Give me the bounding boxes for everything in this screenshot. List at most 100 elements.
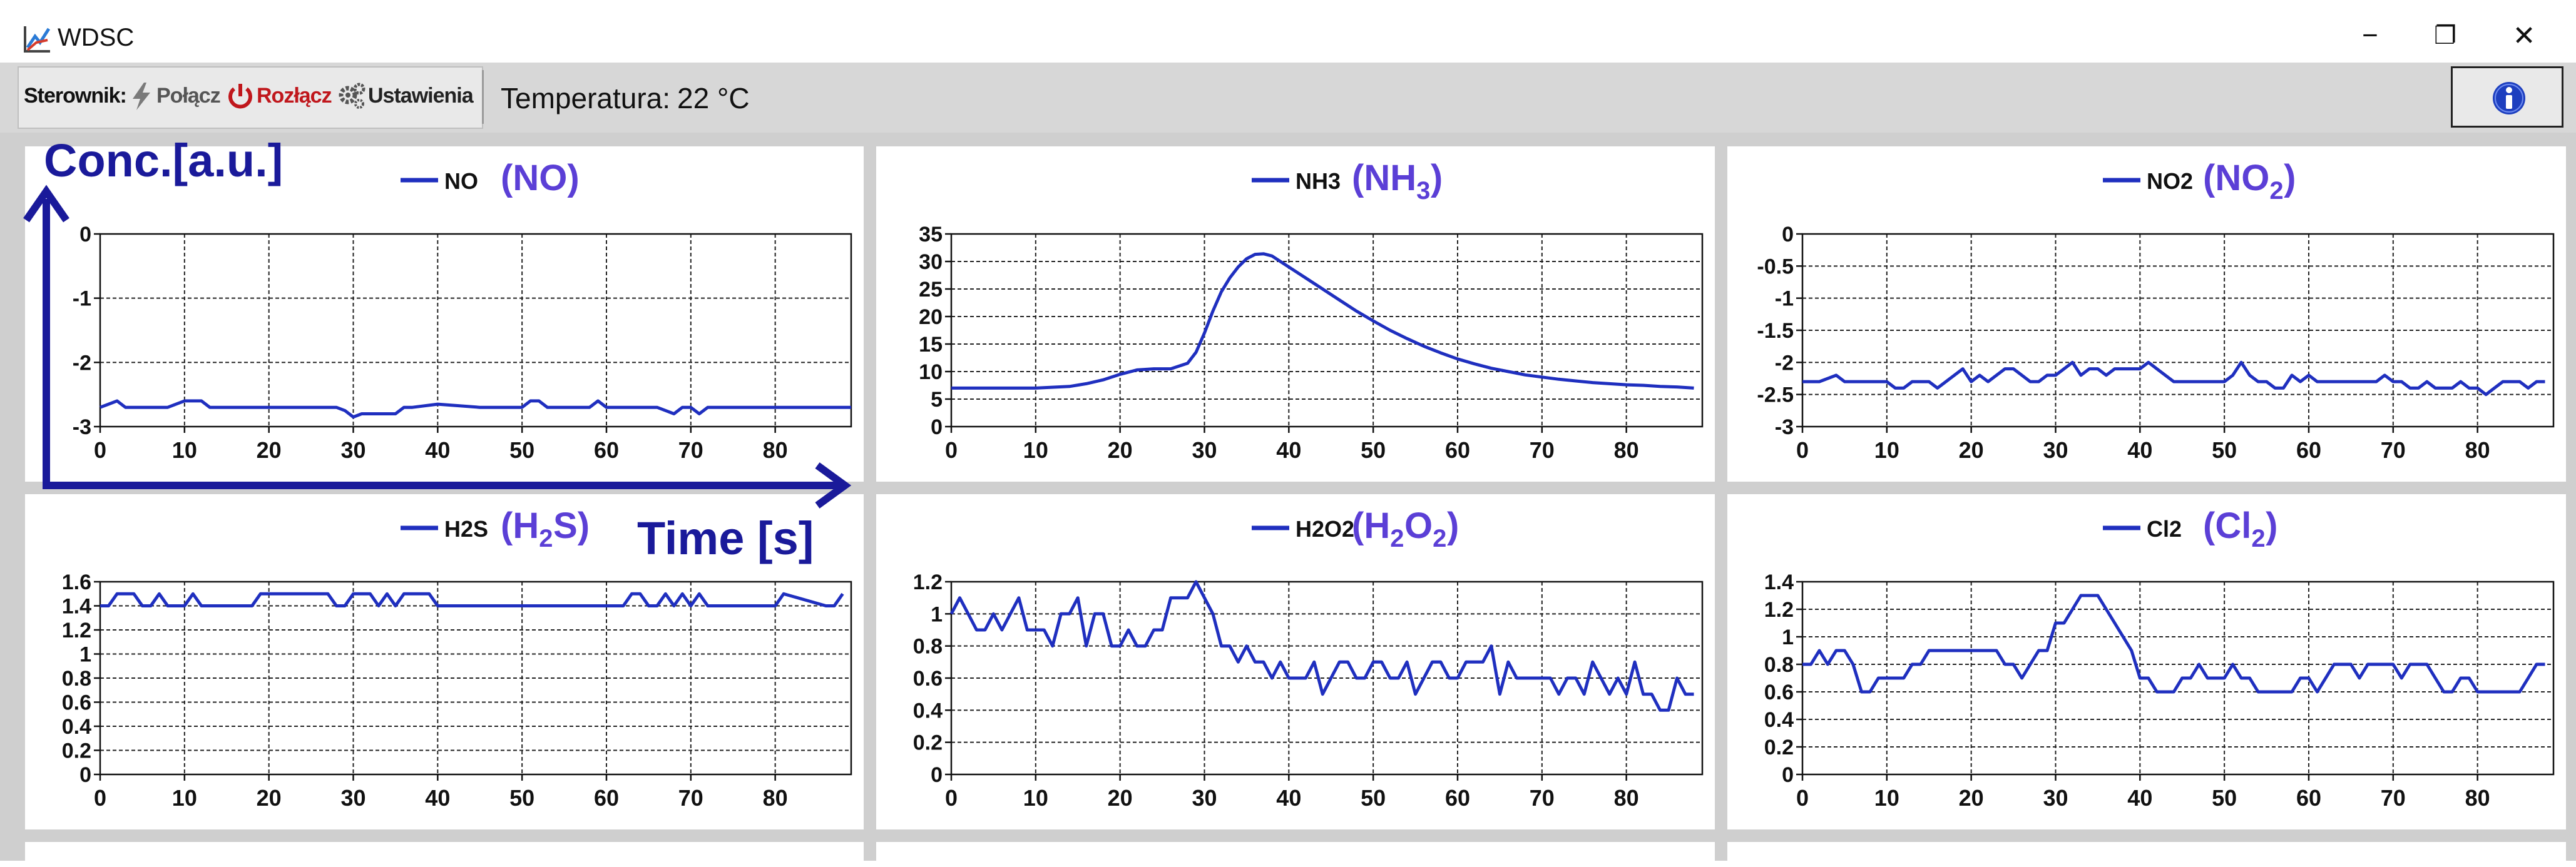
series-line	[949, 580, 1694, 712]
x-tick-label: 40	[2127, 437, 2152, 463]
x-tick-label: 0	[1796, 437, 1809, 463]
legend-label: NO2	[2147, 168, 2193, 194]
y-tick-label: 5	[931, 388, 943, 412]
y-tick-label: 25	[919, 278, 943, 302]
legend-label: H2S	[444, 516, 488, 542]
y-axis-annotation: Conc.[a.u.]	[44, 134, 284, 186]
x-tick-label: 20	[1108, 437, 1133, 463]
y-tick-label: 35	[919, 223, 943, 246]
toolbar: Sterownik: Połącz Rozłącz	[0, 63, 2576, 133]
x-tick-label: 80	[763, 437, 788, 463]
x-tick-label: 0	[94, 437, 106, 463]
y-tick-label: -3	[1775, 415, 1794, 439]
chart-panel-row3-a	[25, 842, 864, 867]
formula-label: (NO2 )	[2203, 158, 2296, 205]
x-tick-label: 60	[2296, 437, 2321, 463]
x-tick-label: 40	[425, 785, 450, 811]
y-tick-label: 0.2	[1764, 736, 1794, 759]
x-tick-label: 40	[1276, 437, 1301, 463]
y-tick-label: 0.8	[1764, 653, 1794, 677]
x-tick-label: 30	[340, 785, 365, 811]
x-tick-label: 30	[2043, 437, 2068, 463]
series-line	[1802, 360, 2545, 397]
temperature-label: Temperatura:	[501, 82, 671, 114]
chart-h2o2: H2O2(H2 O2 ) 0 10 20 30 40 50 60 70 80 0 0.2 0.4 0.6 0…	[913, 505, 1704, 811]
y-tick-label: 1.2	[1764, 598, 1794, 622]
x-tick-label: 20	[257, 785, 282, 811]
x-tick-label: 20	[1959, 785, 1984, 811]
formula-label: (NH3 )	[1352, 158, 1443, 205]
plot-frame	[99, 233, 852, 428]
x-tick-label: 70	[678, 437, 703, 463]
x-tick-label: 0	[945, 437, 958, 463]
y-tick-label: 0	[79, 223, 91, 246]
gears-icon	[338, 81, 365, 117]
chart-legend: NH3 (NH3 )	[1252, 158, 1443, 205]
temperature-value: 22 °C	[677, 82, 750, 114]
y-tick-label: 1	[1782, 626, 1794, 649]
minimize-button[interactable]: −	[2336, 14, 2405, 58]
controller-label: Sterownik:	[24, 84, 127, 108]
x-tick-label: 20	[1959, 437, 1984, 463]
legend-label: Cl2	[2147, 516, 2182, 542]
y-tick-label: 0.8	[913, 635, 943, 659]
chart-panel-h2o2: H2O2 (H2 O2 ) 0 10 20 30 40 50 60 70 80 0 0.2 0.4 0.6 0…	[876, 494, 1715, 829]
disconnect-label: Rozłącz	[257, 84, 332, 108]
y-tick-label: 0.2	[62, 739, 91, 763]
x-tick-label: 80	[1614, 785, 1639, 811]
y-tick-label: -2	[73, 351, 91, 375]
y-tick-label: 0	[1782, 223, 1794, 246]
y-tick-label: 1.2	[913, 570, 943, 594]
x-tick-label: 10	[1874, 437, 1899, 463]
x-tick-label: 70	[1530, 785, 1555, 811]
x-tick-label: 60	[1445, 437, 1470, 463]
y-tick-label: 0.8	[62, 667, 91, 691]
lightning-icon	[129, 81, 154, 117]
chart-panel-h2s: H2S (H2 S) 0 10 20 30 40 50 60 70 80 0 0.2 0.4 0.6 0.8 1…	[25, 494, 864, 829]
chart-panel-no: NO (NO) 0 10 20 30 40 50 60 70 80 -3 -2 -1 0	[25, 146, 864, 482]
plot-frame	[1801, 581, 2555, 776]
y-tick-label: 0.4	[62, 715, 91, 739]
x-tick-label: 40	[425, 437, 450, 463]
x-tick-label: 80	[1614, 437, 1639, 463]
x-tick-label: 70	[2381, 785, 2406, 811]
y-tick-label: 15	[919, 333, 943, 357]
y-tick-label: -1.5	[1757, 319, 1794, 343]
y-tick-label: 0.6	[1764, 681, 1794, 704]
x-tick-label: 60	[2296, 785, 2321, 811]
x-tick-label: 50	[509, 437, 534, 463]
info-icon	[2492, 81, 2527, 119]
chart-cl2: Cl2 (Cl2 ) 0 10 20 30 40 50 60 70 80 0 0.2 0.4 0.6 0.8 1…	[1764, 505, 2555, 811]
chart-nh3: NH3 (NH3 ) 0 10 20 30 40 50 60 70 80 0 5 10 15 20 25 30 35	[919, 158, 1704, 463]
y-tick-label: 1	[79, 643, 91, 667]
chart-legend: Cl2 (Cl2 )	[2103, 505, 2277, 552]
restore-button[interactable]: ❐	[2411, 14, 2480, 58]
series-line	[1802, 594, 2545, 694]
x-tick-label: 50	[1361, 785, 1386, 811]
y-tick-label: 20	[919, 305, 943, 329]
controller-group: Sterownik: Połącz Rozłącz	[18, 66, 483, 129]
info-button[interactable]	[2451, 66, 2563, 128]
chart-panel-row3-c	[1727, 842, 2566, 867]
y-tick-label: -1	[73, 287, 91, 311]
x-axis-annotation: Time [s]	[637, 512, 814, 564]
toolbar-separator	[482, 70, 484, 124]
close-button[interactable]: ✕	[2490, 14, 2558, 58]
x-tick-label: 50	[2212, 785, 2237, 811]
chart-panel-no2: NO2 (NO2 ) 0 10 20 30 40 50 60 70 80 -3 -2.5 -2 -1.5 -1…	[1727, 146, 2566, 482]
y-tick-label: 1.4	[1764, 570, 1794, 594]
y-tick-label: 1.4	[62, 595, 91, 619]
x-tick-label: 30	[1192, 785, 1217, 811]
series-line	[100, 399, 851, 419]
x-tick-label: 10	[1023, 785, 1048, 811]
x-tick-label: 70	[1530, 437, 1555, 463]
y-tick-label: 0.2	[913, 731, 943, 755]
x-tick-label: 40	[2127, 785, 2152, 811]
x-tick-label: 30	[2043, 785, 2068, 811]
x-tick-label: 30	[340, 437, 365, 463]
y-tick-label: 0.6	[913, 667, 943, 691]
x-tick-label: 0	[94, 785, 106, 811]
x-tick-label: 30	[1192, 437, 1217, 463]
chart-legend: NO2 (NO2 )	[2103, 158, 2296, 205]
formula-label: (H2 O2 )	[1352, 505, 1459, 552]
